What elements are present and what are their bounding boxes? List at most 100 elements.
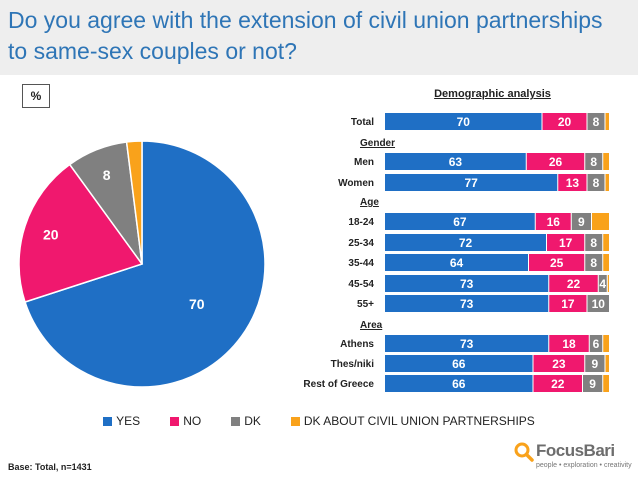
bar-segment-thes-niki-dk-about (605, 355, 609, 372)
bar-row-label-rest-of-greece: Rest of Greece (303, 379, 374, 390)
bar-segment-thes-niki-dk (585, 355, 605, 372)
base-note: Base: Total, n=1431 (8, 462, 92, 472)
bar-value-55--no: 17 (561, 297, 575, 311)
legend-item-no: NO (170, 414, 201, 428)
bar-segment-athens-yes (385, 335, 549, 352)
bar-group-header-gender: Gender (360, 138, 395, 149)
magnifier-logo-icon (514, 442, 534, 462)
bar-segment-men-no (526, 153, 585, 170)
pie-slice-yes (24, 140, 266, 388)
bar-segment-total-yes (385, 113, 542, 130)
bar-value-total-yes: 70 (457, 115, 471, 129)
brand-tagline: people • exploration • creativity (536, 462, 632, 469)
bar-value-men-yes: 63 (449, 155, 463, 169)
bar-group-header-area: Area (360, 320, 383, 331)
legend-label-yes: YES (116, 414, 141, 428)
bar-segment-55--yes (385, 295, 549, 312)
bar-segment-thes-niki-yes (385, 355, 533, 372)
bar-value-35-44-dk: 8 (590, 256, 597, 270)
bar-row-label-men: Men (354, 157, 374, 168)
bar-segment-25-34-dk (585, 234, 603, 251)
bar-segment-18-24-dk-about (592, 213, 609, 230)
pie-slice-no (18, 163, 144, 303)
bar-value-25-34-no: 17 (559, 236, 573, 250)
legend-label-dk-about: DK ABOUT CIVIL UNION PARTNERSHIPS (303, 414, 535, 428)
pie-label-dk: 8 (103, 167, 111, 183)
legend-item-dk-about: DK ABOUT CIVIL UNION PARTNERSHIPS (290, 414, 535, 428)
bar-value-total-no: 20 (558, 115, 572, 129)
bar-value-45-54-dk: 4 (599, 277, 606, 291)
bar-value-55--dk: 10 (592, 297, 606, 311)
bar-value-45-54-yes: 73 (460, 277, 474, 291)
legend-swatch-dk (231, 416, 241, 426)
bar-segment-rest-of-greece-yes (385, 375, 533, 392)
bar-value-women-dk: 8 (593, 176, 600, 190)
brand-logo: FocusBari people • exploration • creativ… (514, 440, 632, 476)
bar-value-women-yes: 77 (464, 176, 478, 190)
bar-value-25-34-dk: 8 (590, 236, 597, 250)
bar-value-athens-dk: 6 (593, 337, 600, 351)
bar-segment-18-24-no (535, 213, 571, 230)
bar-value-men-no: 26 (549, 155, 563, 169)
bar-value-18-24-dk: 9 (578, 215, 585, 229)
bar-segment-women-yes (385, 174, 558, 191)
legend-item-dk: DK (231, 414, 261, 428)
legend-label-no: NO (183, 414, 202, 428)
pie-label-no: 20 (43, 226, 59, 242)
bar-segment-rest-of-greece-dk (583, 375, 603, 392)
bar-value-rest-of-greece-no: 22 (551, 377, 565, 391)
bar-segment-45-54-no (549, 275, 598, 292)
legend-label-dk: DK (244, 414, 261, 428)
bar-segment-total-dk-about (605, 113, 609, 130)
legend-swatch-dk-about (290, 416, 300, 426)
bar-segment-35-44-yes (385, 254, 528, 271)
bar-row-label-55-: 55+ (357, 299, 374, 310)
bar-row-label-women: Women (338, 178, 374, 189)
bar-segment-25-34-dk-about (603, 234, 609, 251)
bar-segment-total-dk (587, 113, 605, 130)
bar-row-label-18-24: 18-24 (348, 217, 374, 228)
title-band (0, 0, 638, 75)
pie-chart: 70 20 8 2 (18, 140, 266, 388)
bar-value-35-44-yes: 64 (450, 256, 464, 270)
bar-segment-men-dk (585, 153, 603, 170)
bar-value-rest-of-greece-dk: 9 (589, 377, 596, 391)
bar-value-athens-no: 18 (562, 337, 576, 351)
legend-swatch-no (170, 416, 180, 426)
bar-segment-35-44-no (529, 254, 585, 271)
pie-label-yes: 70 (189, 296, 205, 312)
bar-value-thes-niki-no: 23 (552, 357, 566, 371)
bar-chart-title: Demographic analysis (434, 88, 551, 100)
bar-segment-thes-niki-no (533, 355, 585, 372)
bar-value-45-54-no: 22 (567, 277, 581, 291)
bar-value-men-dk: 8 (590, 155, 597, 169)
pie-label-dk-about: 2 (132, 160, 140, 176)
bar-segment-rest-of-greece-no (533, 375, 582, 392)
stacked-bar-chart: Total 70 20 8 Gender Men 63 26 8 Women 77 13 8 Age 18-… (303, 113, 609, 392)
bar-value-35-44-no: 25 (550, 256, 564, 270)
bar-row-label-total: Total (351, 117, 374, 128)
bar-segment-athens-dk-about (603, 335, 609, 352)
pie-slice-dk-about (125, 140, 143, 265)
bar-value-18-24-yes: 67 (453, 215, 467, 229)
bar-segment-women-no (558, 174, 587, 191)
bar-value-total-dk: 8 (593, 115, 600, 129)
bar-row-label-35-44: 35-44 (348, 258, 374, 269)
bar-segment-athens-dk (589, 335, 603, 352)
page-title: Do you agree with the extension of civil… (8, 7, 603, 64)
bar-segment-35-44-dk (585, 254, 603, 271)
legend: YES NO DK DK ABOUT CIVIL UNION PARTNERSH… (0, 414, 638, 428)
bar-segment-women-dk (587, 174, 605, 191)
bar-segment-55--no (549, 295, 587, 312)
bar-segment-rest-of-greece-dk-about (603, 375, 609, 392)
percent-unit-badge: % (22, 84, 50, 108)
bar-segment-35-44-dk-about (603, 254, 609, 271)
bar-segment-total-no (542, 113, 587, 130)
legend-item-yes: YES (103, 414, 140, 428)
bar-segment-45-54-dk-about (607, 275, 609, 292)
bar-segment-18-24-dk (571, 213, 591, 230)
bar-segment-18-24-yes (385, 213, 535, 230)
bar-value-thes-niki-dk: 9 (592, 357, 599, 371)
bar-value-women-no: 13 (566, 176, 580, 190)
